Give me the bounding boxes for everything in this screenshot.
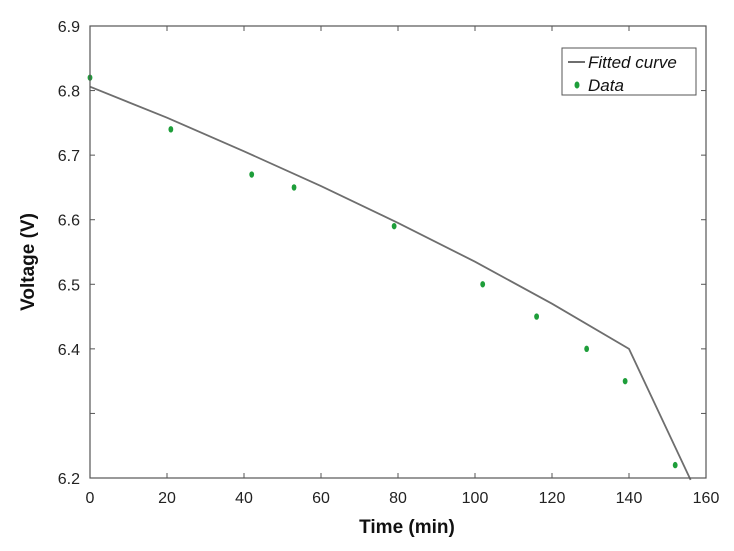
series-layer — [87, 74, 692, 481]
plot-frame — [89, 25, 707, 479]
legend: Fitted curve Data — [561, 47, 697, 96]
x-tick-label: 0 — [86, 490, 95, 507]
y-tick-label: 6.5 — [58, 277, 80, 294]
data-point — [291, 184, 297, 191]
data-point — [672, 461, 678, 469]
x-tick-label: 80 — [389, 490, 407, 507]
x-tick-label: 60 — [312, 490, 330, 507]
x-tick-label: 40 — [235, 490, 253, 507]
data-point — [168, 126, 174, 133]
legend-box — [561, 47, 697, 96]
x-tick-label: 120 — [539, 490, 566, 507]
x-tick-label: 160 — [693, 490, 720, 507]
fitted-curve-line — [89, 85, 692, 481]
y-tick-label: 6.2 — [58, 471, 80, 488]
legend-label-data: Data — [588, 76, 624, 95]
data-point — [249, 171, 255, 178]
x-axis-title: Time (min) — [359, 517, 455, 538]
data-point — [622, 377, 628, 385]
data-point — [534, 313, 539, 320]
data-point — [391, 222, 397, 230]
labels-layer: 0 20 40 60 80 100 120 140 160 6.2 6.4 6.5 6.6 6.7 6.8 6… — [58, 19, 720, 507]
data-point — [584, 345, 590, 353]
y-tick-label: 6.4 — [58, 342, 80, 359]
x-tick-label: 20 — [158, 490, 176, 507]
legend-dot-swatch — [574, 81, 580, 89]
legend-label-fitted-curve: Fitted curve — [588, 53, 677, 72]
x-tick-label: 100 — [462, 490, 489, 507]
y-tick-label: 6.8 — [58, 84, 80, 101]
data-point — [480, 281, 486, 288]
x-tick-label: 140 — [616, 490, 643, 507]
y-tick-label: 6.9 — [58, 19, 80, 36]
y-tick-label: 6.7 — [58, 148, 80, 165]
y-tick-label: 6.6 — [58, 213, 80, 230]
y-axis-title: Voltage (V) — [18, 213, 39, 311]
